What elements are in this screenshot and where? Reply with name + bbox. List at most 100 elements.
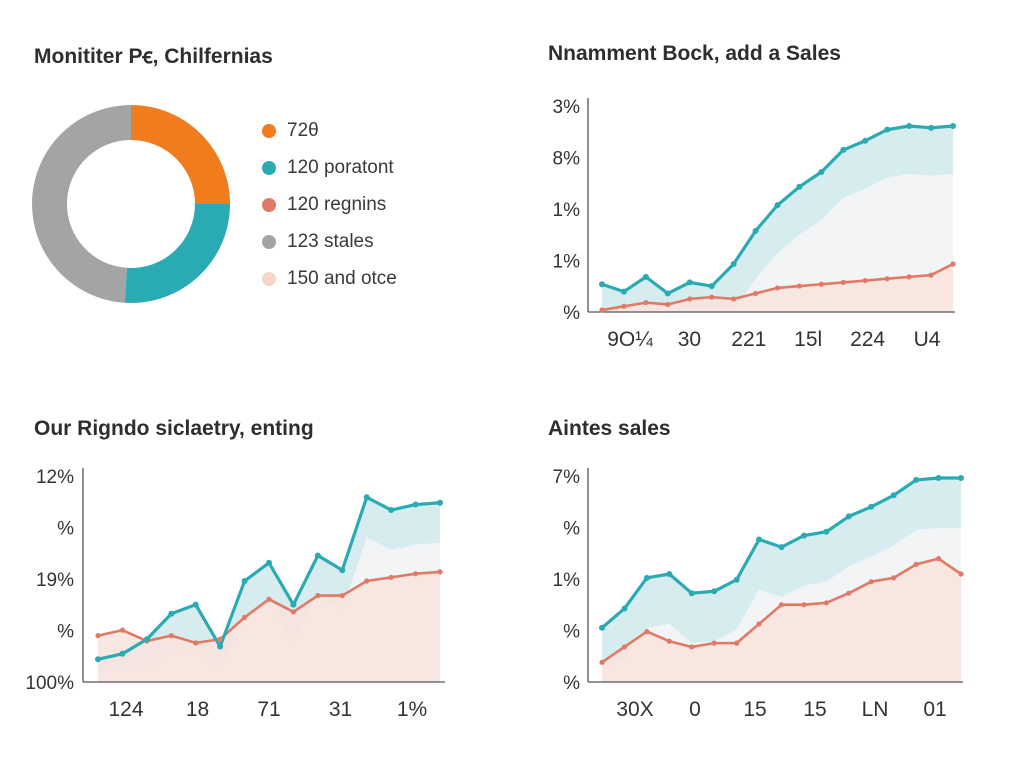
teal-point: [890, 492, 897, 499]
teal-point: [119, 650, 126, 657]
teal-point: [192, 601, 199, 608]
teal-point: [862, 137, 869, 144]
y-tick-label: 8%: [553, 149, 581, 170]
salmon-point: [823, 600, 829, 606]
teal-point: [314, 552, 321, 559]
x-tick-label: LN: [862, 698, 889, 721]
teal-point: [686, 279, 693, 286]
salmon-point: [364, 578, 370, 584]
legend-swatch-icon: [262, 123, 276, 138]
salmon-point: [95, 633, 101, 639]
teal-point: [752, 227, 759, 234]
salmon-point: [643, 300, 649, 306]
salmon-point: [599, 307, 605, 313]
legend-label: 123 stales: [287, 230, 374, 252]
salmon-point: [644, 629, 650, 635]
salmon-point: [756, 621, 762, 627]
legend-label: 72θ: [287, 119, 319, 141]
x-tick-label: 15: [803, 698, 826, 721]
salmon-point: [778, 602, 785, 608]
salmon-point: [388, 574, 394, 580]
teal-point: [756, 536, 763, 543]
teal-point: [621, 605, 628, 612]
legend-swatch-icon: [262, 234, 276, 249]
x-tick-label: 221: [731, 328, 766, 351]
top-right-area-chart: 3% 8% 1% 1%% 9Ο¼ 30 221 15l 224 U4: [553, 97, 956, 351]
teal-point: [412, 501, 419, 508]
salmon-point: [734, 640, 740, 646]
teal-point: [437, 499, 443, 506]
legend-item: 150 and otce: [262, 260, 397, 297]
salmon-point: [796, 283, 803, 289]
teal-point: [818, 169, 825, 175]
salmon-point: [666, 638, 672, 644]
y-tick-label: %: [563, 303, 580, 324]
salmon-area: [98, 571, 440, 682]
donut-chart-title: Monititer Pꞓ, Chilfernias: [34, 45, 273, 68]
teal-point: [708, 283, 715, 290]
donut-slice-4: [32, 105, 131, 303]
teal-point: [730, 261, 737, 267]
legend-item: 120 poratont: [262, 149, 397, 186]
y-tick-label: %: [563, 673, 580, 694]
x-tick-label: 124: [108, 698, 143, 721]
teal-point: [774, 202, 781, 209]
donut-slice-1: [131, 105, 230, 204]
legend-label: 120 poratont: [287, 156, 394, 178]
teal-point: [778, 544, 785, 551]
salmon-point: [437, 569, 443, 575]
x-tick-label: U4: [914, 328, 941, 351]
teal-point: [599, 281, 605, 288]
salmon-point: [339, 592, 345, 599]
y-tick-label: 1%: [553, 200, 581, 221]
teal-point: [143, 636, 150, 643]
teal-point: [168, 610, 175, 617]
y-tick-label: 3%: [553, 97, 581, 118]
teal-point: [928, 124, 935, 131]
donut-legend: 72θ 120 poratont 120 regnins 123 stales …: [262, 112, 397, 297]
y-tick-label: 12%: [36, 467, 74, 488]
salmon-point: [217, 636, 223, 642]
salmon-point: [950, 261, 956, 267]
legend-label: 120 regnins: [287, 193, 387, 215]
salmon-point: [665, 301, 671, 308]
salmon-point: [621, 303, 627, 309]
y-tick-label: 7%: [553, 467, 581, 488]
teal-point: [599, 624, 605, 631]
legend-label: 150 and otce: [287, 267, 397, 289]
salmon-point: [884, 276, 890, 282]
teal-point: [688, 590, 695, 597]
teal-point: [823, 528, 830, 535]
salmon-point: [711, 640, 717, 646]
salmon-point: [868, 579, 874, 585]
salmon-point: [928, 272, 934, 278]
salmon-area: [602, 558, 961, 682]
teal-point: [290, 601, 297, 608]
x-tick-label: 18: [186, 698, 209, 721]
salmon-point: [774, 285, 781, 291]
teal-point: [935, 475, 942, 481]
teal-point: [796, 183, 803, 190]
teal-point: [845, 513, 852, 520]
x-tick-label: 15: [743, 698, 766, 721]
salmon-point: [599, 659, 605, 665]
teal-point: [642, 273, 649, 280]
y-tick-label: 1%: [553, 252, 581, 273]
x-tick-label: 30X: [616, 698, 653, 721]
teal-point: [266, 559, 272, 566]
x-tick-label: 224: [850, 328, 885, 351]
salmon-point: [840, 279, 846, 285]
donut-slice-2: [124, 204, 230, 303]
salmon-point: [709, 294, 715, 300]
legend-swatch-icon: [262, 160, 276, 175]
salmon-point: [731, 296, 737, 302]
teal-point: [868, 503, 875, 510]
x-tick-label: 01: [923, 698, 946, 721]
legend-item: 72θ: [262, 112, 397, 149]
light-band-area: [602, 173, 953, 312]
salmon-point: [168, 633, 174, 639]
teal-point: [664, 290, 671, 297]
legend-item: 120 regnins: [262, 186, 397, 223]
salmon-point: [687, 296, 693, 302]
y-tick-label: 19%: [36, 570, 74, 591]
